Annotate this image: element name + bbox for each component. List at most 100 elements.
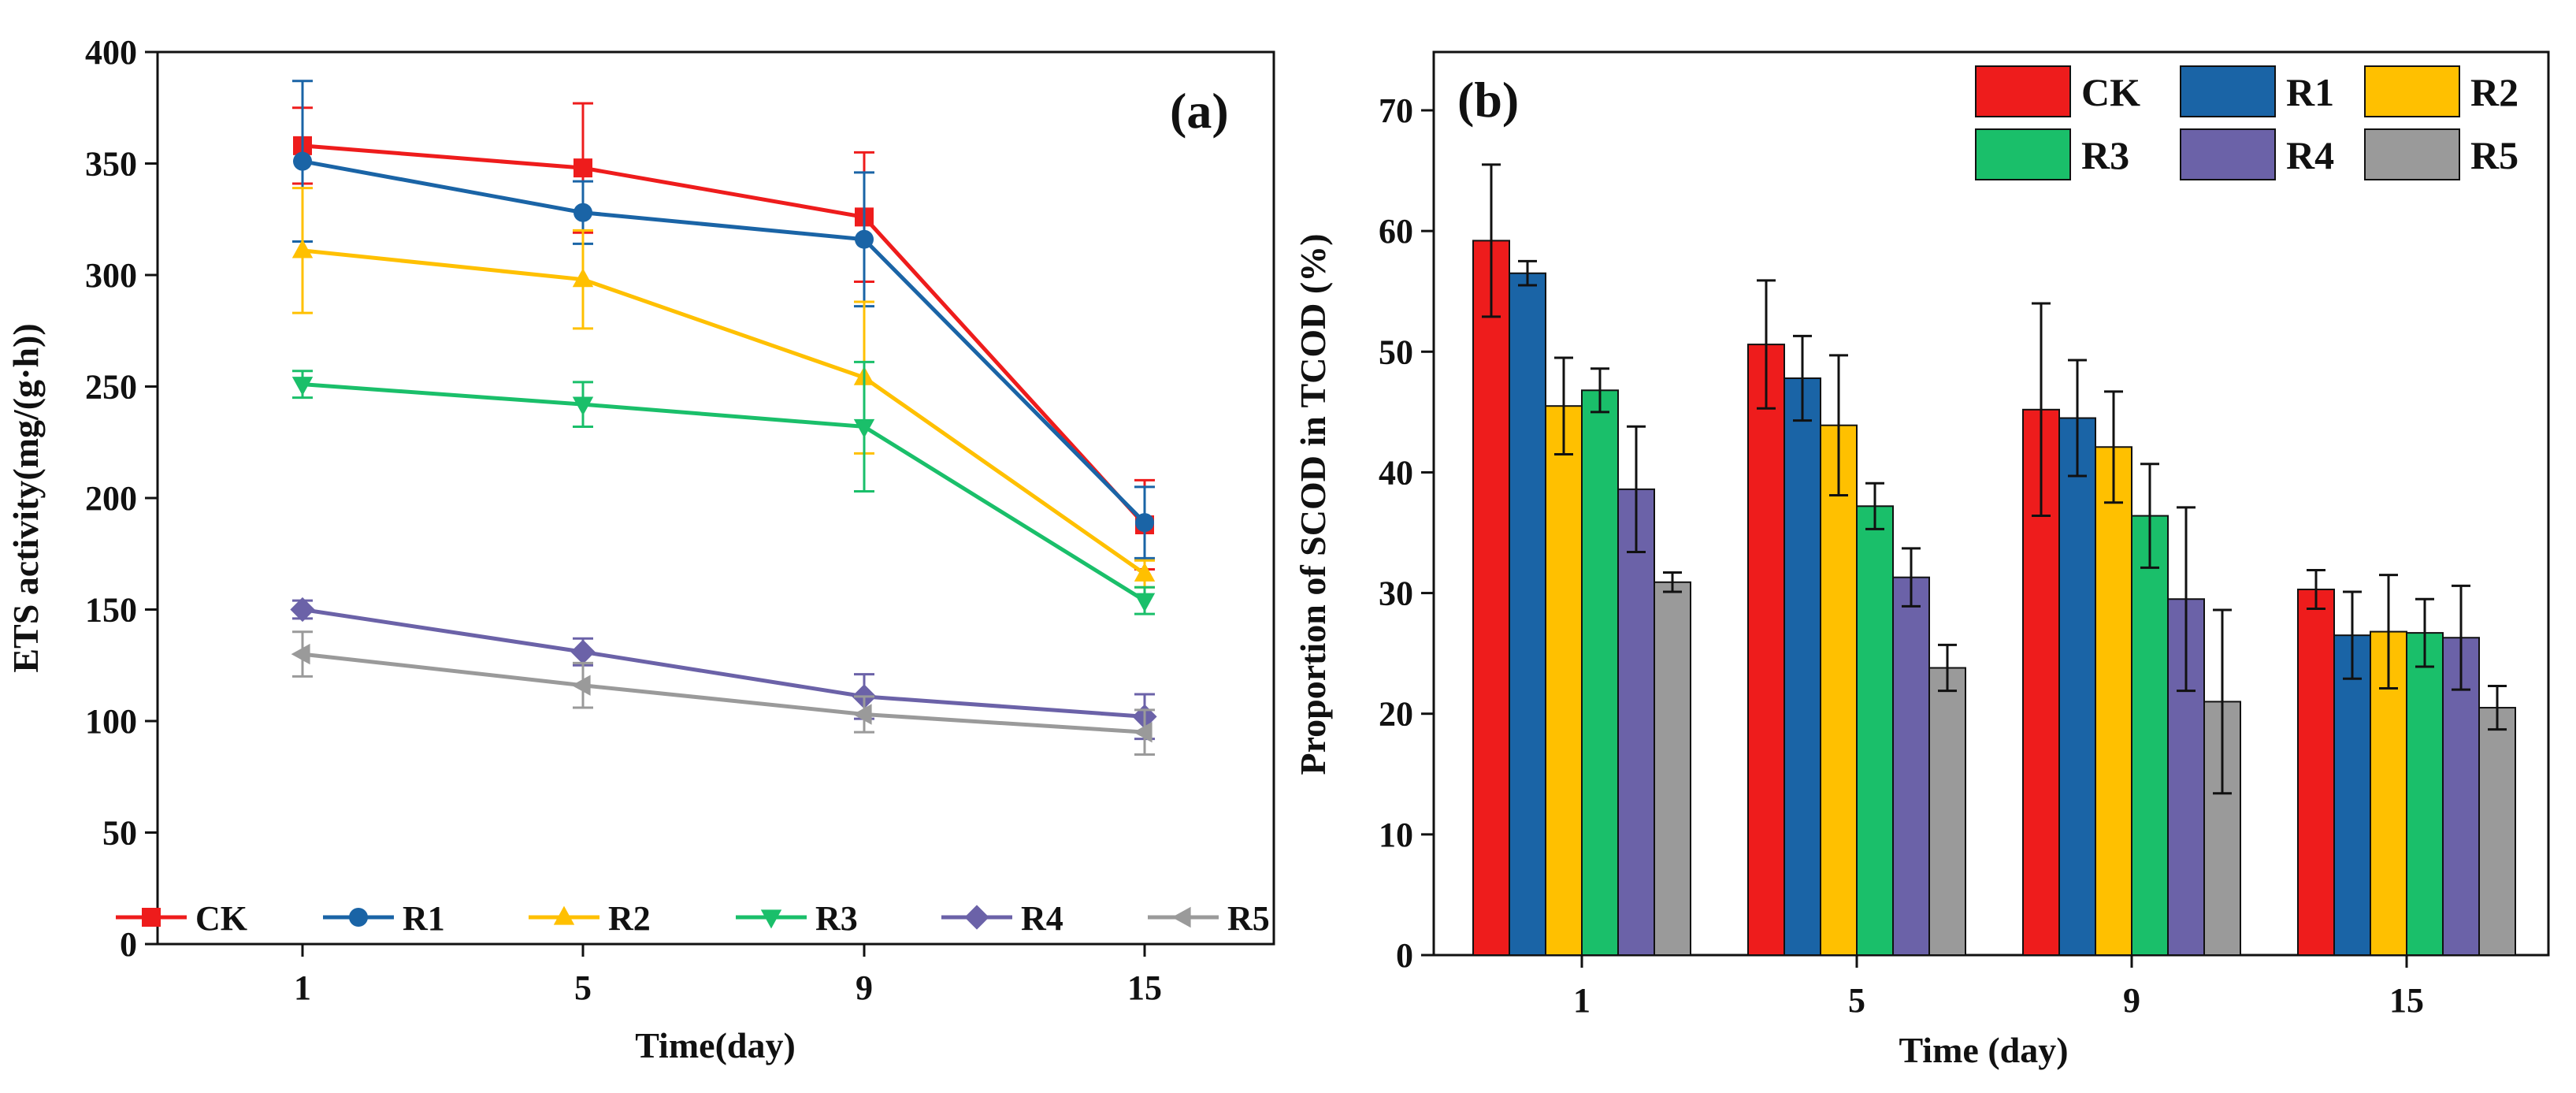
panel-a-series-group xyxy=(290,80,1157,756)
panel-b-bar-ck xyxy=(1472,240,1510,956)
panel-b-bar-ck xyxy=(2297,588,2335,957)
panel-b-legend-label: R2 xyxy=(2470,70,2518,114)
panel-a-point-r2 xyxy=(572,268,594,288)
panel-b-bar-r4 xyxy=(1617,488,1655,956)
panel-a-x-tick-label: 15 xyxy=(1127,968,1162,1007)
panel-b-group-day-9 xyxy=(2022,302,2241,957)
panel-b-legend-label: R5 xyxy=(2470,133,2518,177)
panel-b-y-tick-label: 0 xyxy=(1396,936,1413,975)
panel-a-legend-marker xyxy=(964,905,989,930)
panel-b-legend-label: R1 xyxy=(2286,70,2334,114)
panel-a-y-tick-label: 100 xyxy=(85,702,137,741)
panel-b-plot-frame xyxy=(1432,50,2550,957)
panel-a-legend-item-r4: R4 xyxy=(941,899,1063,938)
panel-a-legend-item-r5: R5 xyxy=(1148,899,1270,938)
panel-a-y-tick-label: 300 xyxy=(85,256,137,295)
panel-b-legend-label: CK xyxy=(2081,70,2140,114)
panel-b-bar-r1 xyxy=(1509,272,1546,956)
panel-a-legend-label: R3 xyxy=(815,899,858,938)
panel-a-y-tick-label: 200 xyxy=(85,479,137,518)
panel-a-point-r3 xyxy=(572,396,594,416)
panel-b-legend-swatch xyxy=(2364,65,2460,117)
panel-b-legend-item-r1: R1 xyxy=(2180,65,2334,117)
panel-a-point-r5 xyxy=(291,643,310,665)
panel-b-bar-r1 xyxy=(2058,417,2096,956)
panel-a-legend-item-ck: CK xyxy=(116,899,247,938)
panel-b-x-tick-label: 9 xyxy=(2123,981,2140,1020)
panel-a-point-r2 xyxy=(1134,562,1156,582)
panel-b-group-day-1 xyxy=(1472,163,1691,956)
panel-a-legend-label: R1 xyxy=(403,899,445,938)
panel-b-bar-ck xyxy=(1747,344,1785,956)
panel-a-legend-item-r2: R2 xyxy=(529,899,651,938)
panel-a-point-r4 xyxy=(290,597,315,623)
panel-b-x-ticks: 1 5 9 15 xyxy=(1573,955,2424,1020)
panel-b-x-tick-label: 5 xyxy=(1848,981,1865,1020)
panel-a-point-r5 xyxy=(571,675,591,696)
panel-a-y-tick-label: 400 xyxy=(85,33,137,72)
panel-b-bar-r2 xyxy=(1545,405,1583,956)
panel-a-y-tick-label: 50 xyxy=(102,814,137,853)
panel-a-y-ticks: 0 50 100 150 200 250 300 350 400 xyxy=(85,33,158,964)
panel-a-line-ck xyxy=(302,143,1146,526)
panel-b-legend-item-r4: R4 xyxy=(2180,128,2334,180)
panel-b-bar-chart: (b) Time (day) Proportion of SCOD in TCO… xyxy=(1293,50,2550,1070)
panel-a-line-chart: (a) Time(day) ETS activity(mg/(g·h)) 050… xyxy=(6,33,1275,1065)
panel-b-x-tick-label: 15 xyxy=(2389,981,2424,1020)
panel-a-series-ck xyxy=(292,102,1155,571)
panel-b-bar-r1 xyxy=(1784,377,1821,956)
panel-a-legend-marker xyxy=(1171,906,1191,928)
panel-a-line-r2 xyxy=(302,248,1146,576)
panel-b-y-tick-label: 70 xyxy=(1379,91,1413,130)
panel-b-legend-swatch xyxy=(2364,128,2460,180)
panel-b-legend-item-r2: R2 xyxy=(2364,65,2518,117)
panel-a-plot-frame xyxy=(156,50,1275,946)
panel-b-y-tick-label: 10 xyxy=(1379,816,1413,854)
panel-a-legend-label: R2 xyxy=(608,899,651,938)
panel-a-point-r3 xyxy=(1134,593,1156,612)
panel-b-bar-r3 xyxy=(2131,515,2169,956)
panel-a-x-tick-label: 5 xyxy=(574,968,592,1007)
panel-a-x-ticks: 1 5 9 15 xyxy=(294,944,1162,1007)
panel-a-legend-label: R4 xyxy=(1021,899,1063,938)
panel-b-legend-swatch xyxy=(2180,128,2276,180)
panel-b-group-day-15 xyxy=(2297,568,2516,957)
panel-a-series-r3 xyxy=(291,360,1156,615)
panel-b-x-axis-title: Time (day) xyxy=(1899,1030,2068,1070)
panel-b-group-day-5 xyxy=(1747,279,1966,957)
panel-a-series-r1 xyxy=(292,80,1155,560)
panel-b-y-tick-label: 30 xyxy=(1379,574,1413,613)
panel-a-point-r1 xyxy=(573,203,592,222)
panel-a-legend: CK R1 R2 R3 R4 R5 xyxy=(116,899,1270,938)
panel-b-bar-r3 xyxy=(2406,632,2444,956)
panel-a-line-r3 xyxy=(302,382,1146,603)
panel-a-legend-label: CK xyxy=(195,899,247,938)
panel-a-y-tick-label: 350 xyxy=(85,145,137,184)
panel-a-point-r2 xyxy=(291,239,314,258)
panel-a-point-r4 xyxy=(570,639,596,664)
panel-b-y-tick-label: 60 xyxy=(1379,212,1413,251)
panel-a-x-axis-title: Time(day) xyxy=(635,1025,796,1065)
panel-a-y-tick-label: 250 xyxy=(85,368,137,407)
panel-a-series-r2 xyxy=(291,187,1156,589)
panel-a-point-r3 xyxy=(291,377,314,396)
panel-b-y-tick-label: 20 xyxy=(1379,695,1413,734)
panel-a-line-r1 xyxy=(302,159,1146,524)
panel-b-legend-swatch xyxy=(1975,65,2071,117)
panel-b-y-ticks: 0 10 20 30 40 50 60 70 xyxy=(1379,91,1434,975)
panel-b-bars-group xyxy=(1472,163,2516,957)
panel-a-legend-label: R5 xyxy=(1227,899,1270,938)
panel-b-bar-r3 xyxy=(1856,505,1894,956)
panel-a-legend-marker xyxy=(760,909,782,929)
panel-a-legend-marker xyxy=(553,905,575,925)
panel-a-series-r5 xyxy=(291,630,1155,756)
panel-b-label: (b) xyxy=(1457,72,1519,128)
panel-b-legend-item-ck: CK xyxy=(1975,65,2140,117)
panel-a-legend-marker xyxy=(349,908,368,927)
panel-b-legend-item-r5: R5 xyxy=(2364,128,2518,180)
panel-a-point-r1 xyxy=(855,229,874,249)
panel-a-legend-marker xyxy=(142,908,161,927)
panel-b-legend-label: R3 xyxy=(2081,133,2129,177)
panel-a-point-ck xyxy=(573,158,592,178)
